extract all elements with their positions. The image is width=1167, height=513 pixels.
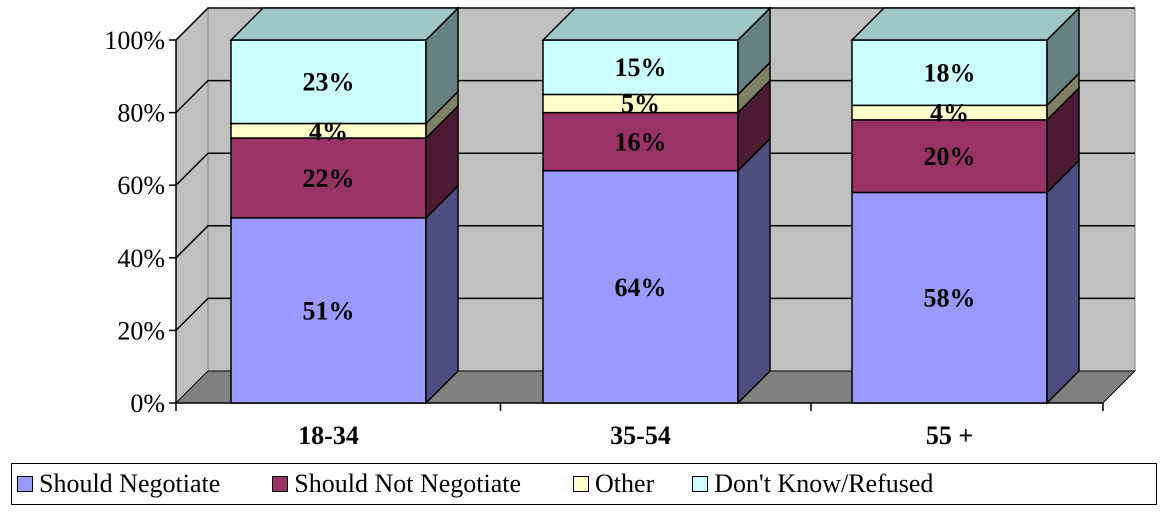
gridline bbox=[175, 225, 1135, 259]
legend-label: Should Negotiate bbox=[39, 469, 221, 498]
x-category-label: 35-54 bbox=[610, 421, 671, 450]
y-tick-label: 80% bbox=[117, 99, 165, 128]
legend-swatch bbox=[17, 476, 33, 492]
gridline bbox=[175, 7, 1135, 41]
side-wall bbox=[175, 6, 209, 405]
bar-segment bbox=[230, 217, 427, 404]
legend-item: Other bbox=[573, 469, 654, 499]
legend-swatch bbox=[692, 476, 709, 492]
legend-label: Other bbox=[595, 469, 655, 498]
bar-segment bbox=[851, 191, 1048, 404]
y-tick-label: 0% bbox=[130, 389, 165, 418]
legend-label: Don't Know/Refused bbox=[714, 469, 934, 498]
bar-segment bbox=[230, 137, 427, 219]
legend-swatch bbox=[272, 476, 289, 492]
data-label: 22% bbox=[303, 164, 355, 193]
legend-item: Should Negotiate bbox=[17, 469, 220, 499]
data-label: 5% bbox=[621, 90, 660, 119]
y-tick-label: 40% bbox=[117, 244, 165, 273]
bar-top bbox=[541, 7, 772, 41]
data-label: 4% bbox=[309, 117, 348, 146]
data-label: 4% bbox=[930, 99, 969, 128]
bar-segment bbox=[851, 119, 1048, 194]
bar-segment-side bbox=[425, 184, 459, 405]
data-label: 15% bbox=[615, 53, 667, 82]
data-label: 20% bbox=[924, 142, 976, 171]
x-category-label: 55 + bbox=[926, 421, 973, 450]
y-tick-label: 60% bbox=[117, 171, 165, 200]
gridline bbox=[175, 297, 1135, 331]
data-label: 64% bbox=[615, 273, 667, 302]
data-label: 23% bbox=[303, 68, 355, 97]
bar-segment-side bbox=[1046, 158, 1080, 405]
legend-swatch bbox=[573, 476, 590, 492]
legend-item: Don't Know/Refused bbox=[692, 469, 933, 499]
bar-segment bbox=[542, 111, 739, 172]
data-label: 51% bbox=[303, 296, 355, 325]
gridline bbox=[175, 152, 1135, 186]
labels: 51% 22% 4% 23% 64% 16% 5% 15% 58% 20% 4% 18% bbox=[303, 53, 976, 325]
bar-segment bbox=[851, 39, 1048, 107]
y-tick-label: 100% bbox=[104, 26, 165, 55]
bar-segment-side bbox=[737, 136, 771, 405]
legend-label: Should Not Negotiate bbox=[294, 469, 522, 498]
gridline bbox=[175, 79, 1135, 114]
data-label: 58% bbox=[924, 284, 976, 313]
data-label: 18% bbox=[924, 59, 976, 88]
x-category-label: 18-34 bbox=[298, 421, 359, 450]
bar-top bbox=[229, 7, 460, 41]
legend: Should Negotiate Should Not Negotiate Othe… bbox=[11, 463, 1157, 505]
bar-top bbox=[850, 7, 1081, 41]
gridlines bbox=[175, 7, 1135, 331]
legend-item: Should Not Negotiate bbox=[272, 469, 521, 499]
bar-segment bbox=[542, 169, 739, 404]
data-label: 16% bbox=[615, 128, 667, 157]
bars bbox=[229, 6, 1081, 405]
y-tick-label: 20% bbox=[117, 316, 165, 345]
